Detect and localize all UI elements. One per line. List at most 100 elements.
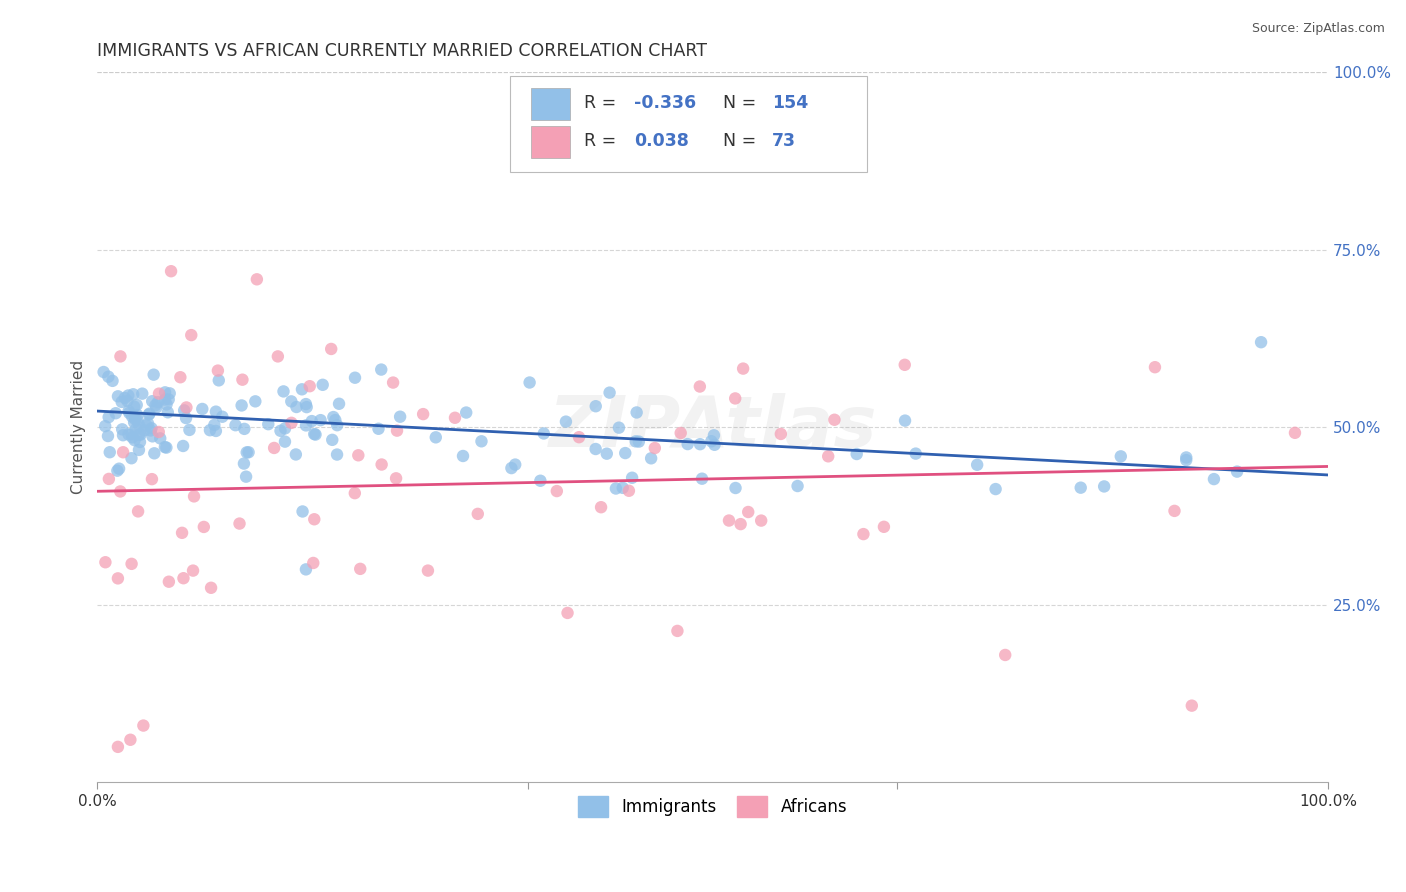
Point [191,401,214,416]
Point [117,427,139,442]
Point [97,472,120,486]
Point [984,482,1007,496]
Point [295,400,318,414]
Point [153,440,176,454]
Point [128,417,150,432]
Point [284,447,307,461]
Point [205,404,228,418]
Point [107,389,129,403]
Point [470,434,492,449]
Point [666,624,689,638]
Point [110,350,132,364]
Point [157,392,180,407]
Point [118,406,141,420]
Point [117,393,139,408]
Point [127,413,149,427]
Point [370,458,392,472]
Point [321,342,343,356]
Point [101,374,124,388]
Point [107,739,129,754]
Point [824,413,846,427]
Point [444,410,467,425]
Point [585,399,607,413]
Point [605,482,627,496]
Point [121,451,143,466]
Point [298,379,321,393]
Point [529,474,551,488]
Point [138,407,160,421]
Point [153,385,176,400]
Point [263,441,285,455]
Point [385,471,408,485]
Point [295,418,318,433]
Point [174,411,197,425]
Point [202,417,225,432]
Point [273,384,295,399]
Point [689,379,711,393]
Point [143,446,166,460]
Point [730,517,752,532]
Point [591,500,613,515]
Point [148,425,170,439]
Point [893,358,915,372]
Point [533,426,555,441]
Point [323,413,346,427]
Point [467,507,489,521]
Point [690,472,713,486]
FancyBboxPatch shape [530,88,569,120]
Point [737,505,759,519]
Y-axis label: Currently Married: Currently Married [72,360,86,494]
Point [503,458,526,472]
Point [131,386,153,401]
Point [245,394,267,409]
Point [456,405,478,419]
Point [1226,465,1249,479]
Point [1163,504,1185,518]
Point [246,272,269,286]
Point [207,363,229,377]
Point [136,417,159,431]
Point [412,407,434,421]
Point [596,447,619,461]
Point [181,564,204,578]
Point [122,387,145,401]
Point [141,394,163,409]
Point [111,395,134,409]
Point [121,409,143,424]
Point [312,377,335,392]
Text: 73: 73 [772,132,796,150]
Point [224,418,246,433]
Point [122,400,145,414]
Point [703,428,725,442]
Point [257,417,280,432]
Point [148,386,170,401]
Point [97,369,120,384]
Point [1202,472,1225,486]
Point [291,382,314,396]
Point [128,442,150,457]
Point [1181,698,1204,713]
Point [733,361,755,376]
Point [845,447,868,461]
Point [107,571,129,585]
Text: ZIPAtlas: ZIPAtlas [548,392,877,462]
Point [270,424,292,438]
Point [138,408,160,422]
Point [557,606,579,620]
Point [173,403,195,417]
Point [724,481,747,495]
Point [118,404,141,418]
Point [1109,450,1132,464]
Point [894,414,917,428]
Point [343,370,366,384]
Point [621,471,644,485]
Point [121,427,143,442]
Point [291,504,314,518]
Point [451,449,474,463]
Point [302,556,325,570]
Point [232,457,254,471]
Point [295,397,318,411]
Text: -0.336: -0.336 [634,94,696,112]
Text: 154: 154 [772,94,808,112]
Point [233,422,256,436]
